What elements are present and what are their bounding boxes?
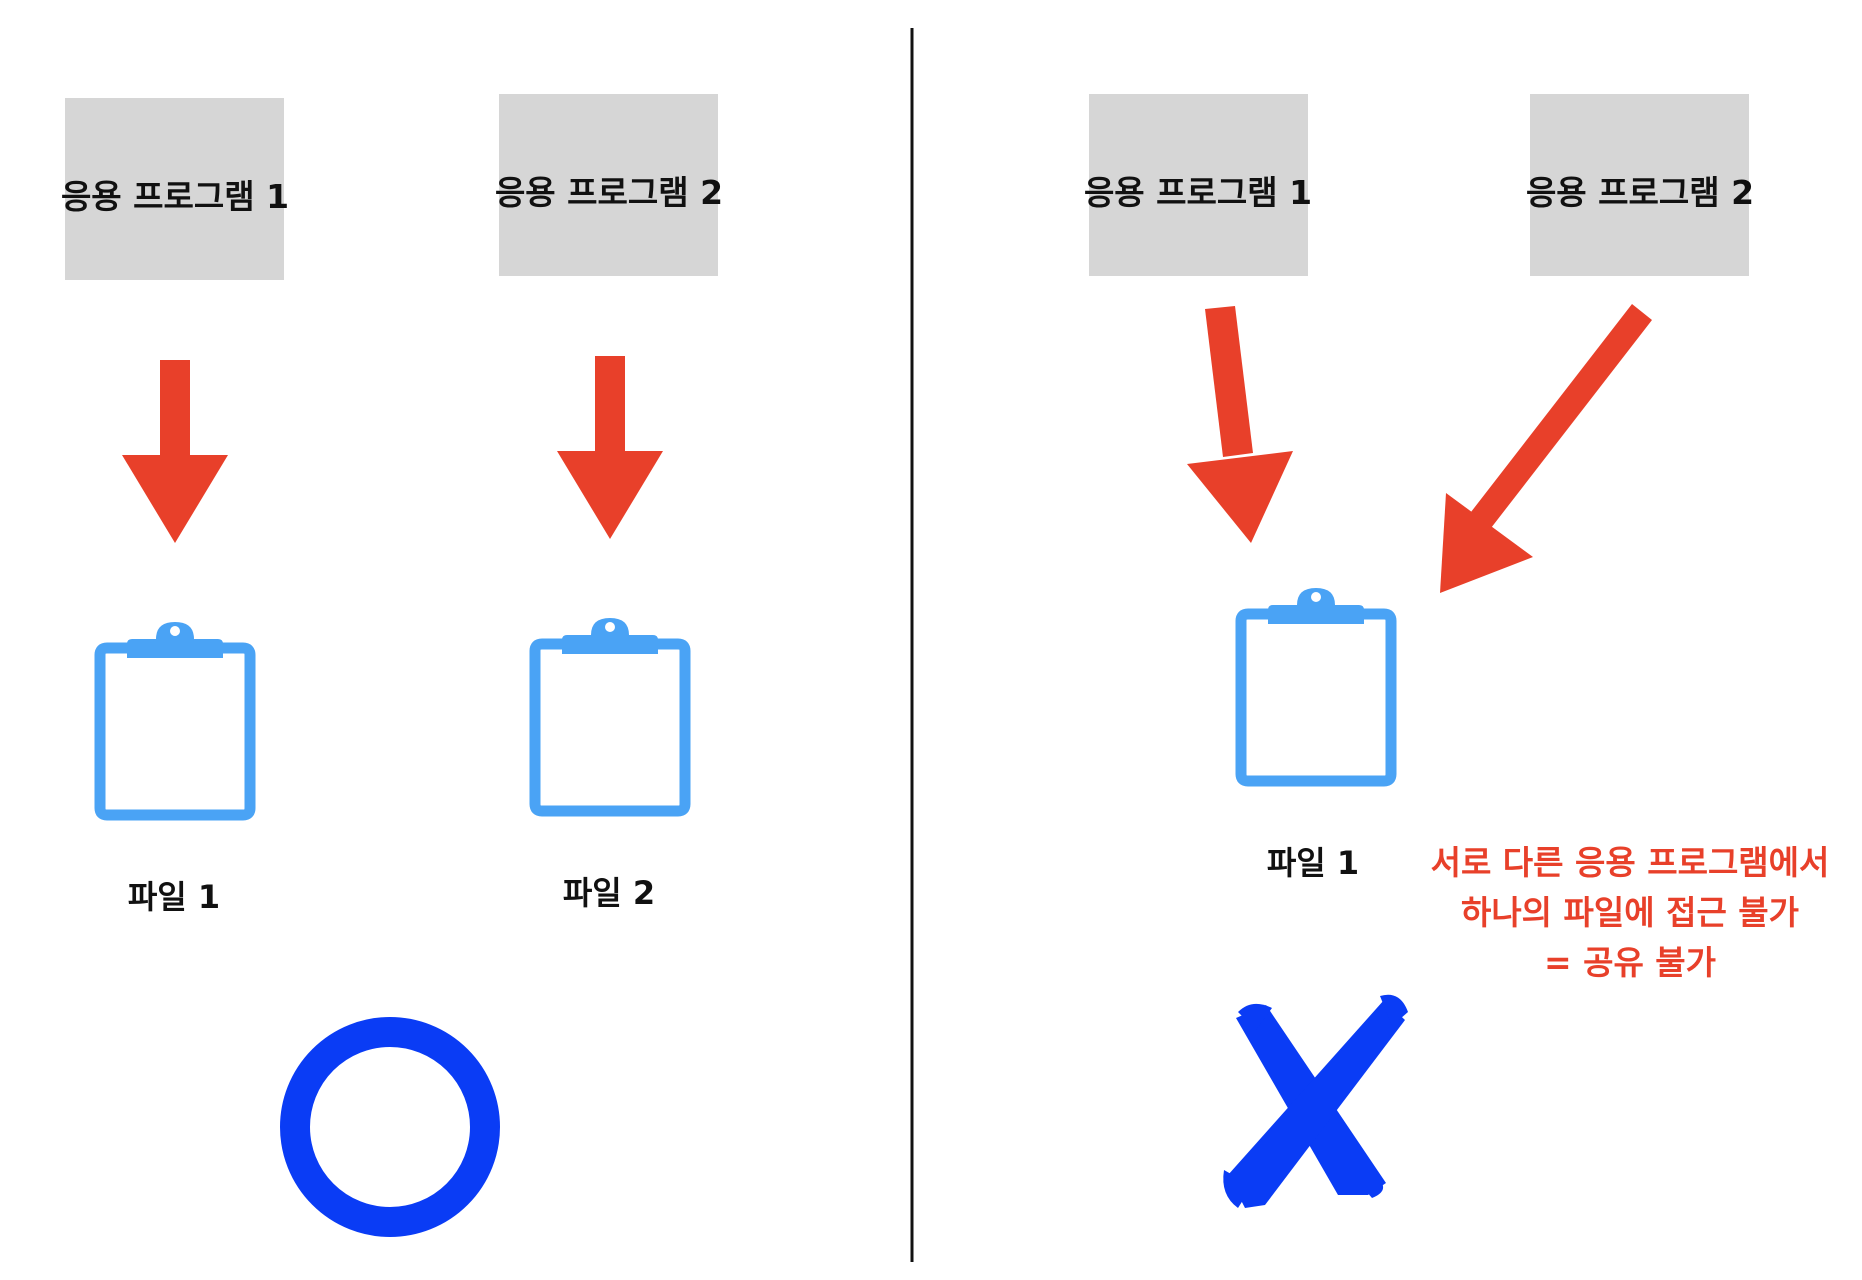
note-line-2: 하나의 파일에 접근 불가 <box>1460 893 1800 932</box>
no-sharing-note: 서로 다른 응용 프로그램에서 하나의 파일에 접근 불가 = 공유 불가 <box>1410 838 1850 988</box>
app-label-2: 응용 프로그램 2 <box>494 173 724 212</box>
right-app-label-1: 응용 프로그램 1 <box>1083 173 1313 212</box>
arrow-app1-to-file1 <box>122 360 228 543</box>
note-line-3: = 공유 불가 <box>1543 943 1717 982</box>
arrow-right-app2-to-file <box>1440 304 1652 593</box>
cross-x-icon <box>1223 994 1408 1208</box>
right-app-label-2: 응용 프로그램 2 <box>1525 173 1755 212</box>
clipboard-icon <box>535 618 685 811</box>
arrow-app2-to-file2 <box>557 356 663 539</box>
clipboard-icon <box>100 622 250 815</box>
right-app-box-1 <box>1089 94 1308 276</box>
file-label-2: 파일 2 <box>562 874 656 912</box>
right-app-box-2 <box>1530 94 1749 276</box>
right-file-label: 파일 1 <box>1266 844 1360 882</box>
arrow-right-app1-to-file <box>1187 306 1293 543</box>
app-label-1: 응용 프로그램 1 <box>60 177 290 216</box>
note-line-1: 서로 다른 응용 프로그램에서 <box>1430 843 1830 882</box>
circle-o-icon <box>280 1017 500 1237</box>
app-box-2 <box>499 94 718 276</box>
clipboard-icon <box>1241 588 1391 781</box>
file-label-1: 파일 1 <box>127 878 221 916</box>
app-box-1 <box>65 98 284 280</box>
